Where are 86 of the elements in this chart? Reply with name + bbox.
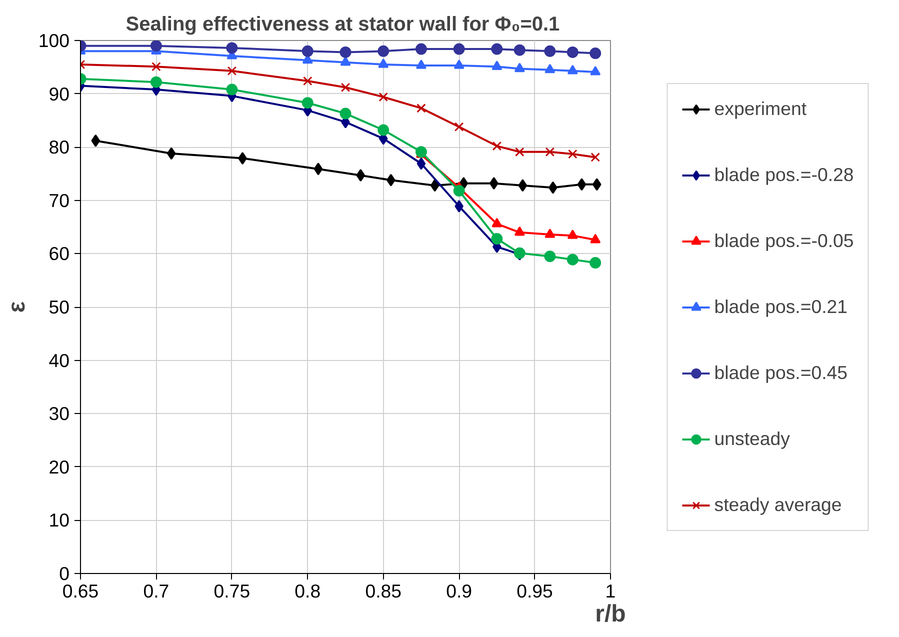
point	[453, 185, 465, 197]
y-tick-label: 10	[48, 510, 70, 531]
point	[340, 82, 350, 92]
point	[491, 43, 503, 55]
point	[566, 254, 578, 266]
y-tick-label: 70	[48, 190, 70, 211]
point	[544, 250, 556, 262]
x-tick-label: 0.75	[214, 580, 250, 602]
point	[515, 147, 524, 157]
point	[577, 178, 586, 191]
point	[590, 152, 600, 162]
point	[590, 66, 601, 76]
point	[489, 177, 498, 190]
point	[226, 84, 238, 96]
point	[378, 58, 389, 68]
legend-label: blade pos.=0.21	[714, 296, 848, 318]
point	[592, 178, 602, 191]
point	[590, 48, 602, 60]
legend-label: unsteady	[714, 428, 790, 450]
point	[454, 122, 464, 132]
legend-label: steady average	[714, 494, 842, 516]
point	[303, 76, 312, 86]
point	[514, 226, 525, 236]
point	[150, 40, 162, 52]
y-tick-label: 50	[48, 296, 70, 318]
point	[340, 56, 351, 66]
y-tick-label: 30	[48, 403, 70, 424]
x-axis-title: r/b	[595, 600, 626, 628]
y-axis-title: ε	[3, 301, 30, 313]
point	[492, 141, 502, 151]
point	[590, 234, 601, 244]
point	[340, 46, 352, 58]
point	[567, 230, 578, 239]
point	[378, 92, 388, 102]
point	[340, 108, 352, 120]
y-tick-label: 20	[48, 456, 70, 478]
legend-label: blade pos.=-0.05	[714, 230, 854, 252]
point	[166, 147, 176, 160]
x-tick-label: 0.8	[294, 580, 321, 602]
point	[590, 257, 602, 268]
point	[568, 149, 578, 159]
x-tick-label: 0.85	[365, 580, 402, 602]
point	[378, 124, 390, 136]
y-tick-label: 40	[48, 350, 70, 371]
point	[566, 46, 578, 58]
point	[514, 44, 526, 56]
point	[518, 179, 528, 192]
point	[150, 76, 162, 88]
point	[544, 64, 556, 74]
x-tick-label: 1	[605, 580, 616, 602]
point	[415, 43, 427, 55]
y-tick-label: 90	[48, 83, 70, 104]
point	[356, 169, 366, 182]
point	[453, 43, 465, 55]
legend-label: experiment	[714, 98, 807, 120]
point	[415, 146, 427, 158]
x-tick-label: 0.9	[446, 580, 472, 602]
point	[544, 45, 556, 57]
x-tick-label: 0.95	[516, 580, 553, 602]
point	[567, 64, 578, 74]
point	[545, 147, 555, 157]
point	[514, 62, 525, 72]
point	[491, 233, 503, 245]
point	[416, 157, 426, 170]
legend-label: blade pos.=0.45	[714, 362, 848, 384]
y-tick-label: 100	[38, 30, 70, 51]
point	[91, 134, 100, 147]
point	[430, 179, 440, 192]
point	[152, 62, 161, 72]
chart-title: Sealing effectiveness at stator wall for Φ₀=0.1	[126, 14, 560, 36]
point	[544, 228, 556, 238]
legend-label: blade pos.=-0.28	[714, 164, 854, 186]
point	[226, 42, 238, 54]
y-tick-label: 60	[48, 243, 70, 264]
point	[302, 45, 314, 57]
point	[492, 60, 502, 70]
point	[492, 218, 502, 228]
point	[416, 60, 426, 69]
point	[302, 97, 314, 109]
x-tick-label: 0.7	[143, 580, 170, 602]
point	[227, 66, 237, 76]
point	[378, 45, 390, 57]
point	[314, 162, 323, 176]
y-tick-label: 80	[48, 136, 70, 158]
point	[454, 60, 464, 69]
point	[416, 104, 426, 113]
